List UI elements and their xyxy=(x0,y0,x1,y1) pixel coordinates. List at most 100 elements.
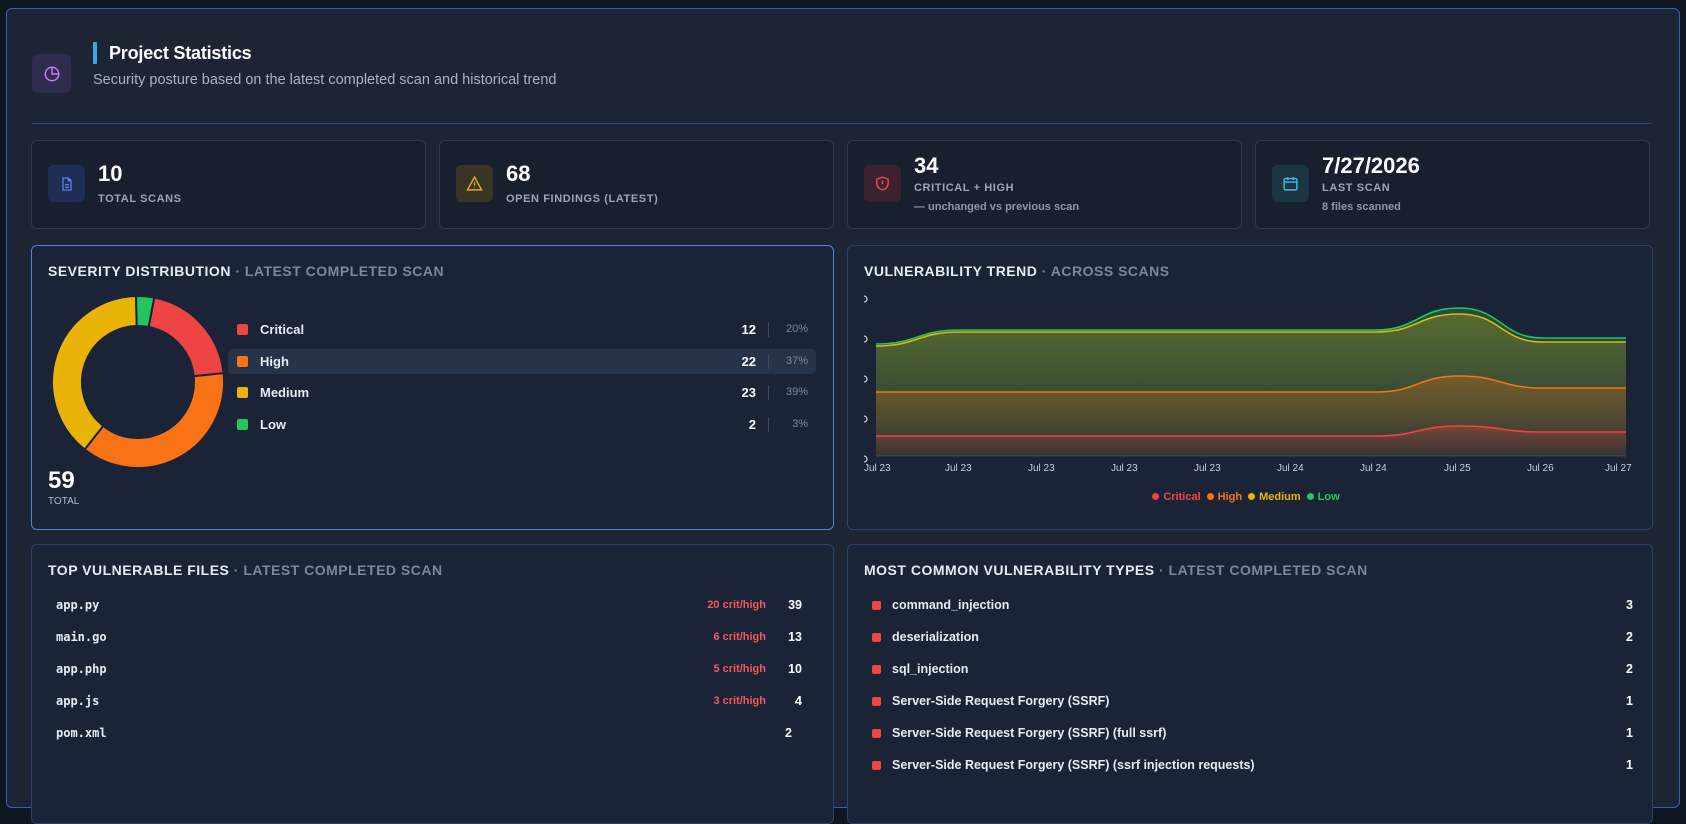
severity-legend-row-high[interactable]: High 22 37% xyxy=(228,348,816,374)
series-line-medium[interactable] xyxy=(875,313,1626,347)
legend-dot xyxy=(1248,493,1256,500)
legend-item-high[interactable]: High xyxy=(1206,491,1243,503)
file-finding-count: 4 xyxy=(795,694,802,708)
vulnerability-type-row[interactable]: sql_injection 2 xyxy=(864,656,1640,684)
vulnerability-type-row[interactable]: command_injection 3 xyxy=(864,592,1640,620)
severity-separator xyxy=(768,322,769,337)
panel-title-main: VULNERABILITY TREND xyxy=(864,263,1038,279)
x-tick-label: Jul 23 xyxy=(864,463,891,474)
severity-name: Medium xyxy=(260,385,310,400)
stat-label: TOTAL SCANS xyxy=(98,193,182,205)
severity-percent: 20% xyxy=(785,323,808,335)
y-tick-glyph xyxy=(863,415,868,423)
severity-legend-row-medium[interactable]: Medium 23 39% xyxy=(228,380,816,405)
type-count: 1 xyxy=(1626,694,1633,708)
type-name: sql_injection xyxy=(892,662,969,676)
area-critical xyxy=(876,426,1626,456)
y-tick-glyph xyxy=(863,455,868,463)
trend-legend: Critical High Medium Low xyxy=(848,491,1644,503)
legend-item-critical[interactable]: Critical xyxy=(1152,491,1201,503)
vulnerability-type-row[interactable]: Server-Side Request Forgery (SSRF) 1 xyxy=(864,688,1640,716)
x-tick-label: Jul 23 xyxy=(945,463,972,474)
file-row[interactable]: main.go 6 crit/high 13 xyxy=(48,624,824,652)
type-color-swatch xyxy=(872,633,881,642)
donut-slice-low[interactable] xyxy=(135,295,156,329)
stat-value: 10 xyxy=(98,161,123,186)
file-row[interactable]: app.py 20 crit/high 39 xyxy=(48,592,824,620)
stat-card-critical-high: 34 CRITICAL + HIGH — unchanged vs previo… xyxy=(847,140,1242,229)
donut-slice-medium[interactable] xyxy=(51,294,138,451)
file-row[interactable]: app.js 3 crit/high 4 xyxy=(48,688,824,716)
type-count: 1 xyxy=(1626,726,1633,740)
type-count: 2 xyxy=(1626,662,1633,676)
series-line-critical[interactable] xyxy=(875,425,1626,437)
stat-value: 68 xyxy=(506,161,531,186)
x-tick-label: Jul 23 xyxy=(1111,463,1138,474)
panel-title-sub: · LATEST COMPLETED SCAN xyxy=(235,263,445,279)
severity-legend-row-critical[interactable]: Critical 12 20% xyxy=(228,317,816,342)
x-tick-label: Jul 25 xyxy=(1444,463,1471,474)
severity-separator xyxy=(768,385,769,400)
severity-count: 12 xyxy=(741,322,756,337)
type-color-swatch xyxy=(872,729,881,738)
file-finding-count: 10 xyxy=(788,662,802,676)
total-label: TOTAL xyxy=(48,496,80,507)
file-row[interactable]: pom.xml 2 xyxy=(48,720,824,748)
panel-title: SEVERITY DISTRIBUTION · LATEST COMPLETED… xyxy=(48,263,444,279)
calendar-icon xyxy=(1272,165,1309,202)
severity-name: Low xyxy=(260,416,286,432)
severity-percent: 37% xyxy=(785,354,808,367)
page-title: Project Statistics xyxy=(109,43,252,63)
vulnerability-type-row[interactable]: deserialization 2 xyxy=(864,624,1640,652)
legend-item-medium[interactable]: Medium xyxy=(1248,491,1301,503)
legend-label: Low xyxy=(1317,491,1340,503)
legend-label: High xyxy=(1217,491,1243,503)
severity-color-swatch xyxy=(237,324,248,335)
severity-color-swatch xyxy=(237,387,248,398)
severity-donut-chart xyxy=(51,294,225,469)
top-vulnerable-files-panel: TOP VULNERABLE FILES · LATEST COMPLETED … xyxy=(31,544,834,824)
file-crit-high-count: 6 crit/high xyxy=(713,631,766,643)
file-crit-high-count: 5 crit/high xyxy=(713,663,766,675)
stat-value: 34 xyxy=(914,153,939,178)
panel-title-sub: · ACROSS SCANS xyxy=(1041,263,1170,279)
file-row[interactable]: app.php 5 crit/high 10 xyxy=(48,656,824,684)
type-count: 3 xyxy=(1626,598,1633,612)
file-finding-count: 2 xyxy=(785,726,792,740)
severity-legend-row-low[interactable]: Low 2 3% xyxy=(228,412,816,437)
type-color-swatch xyxy=(872,761,881,770)
document-icon xyxy=(48,165,85,202)
x-tick-label: Jul 24 xyxy=(1277,463,1304,474)
stat-note: 8 files scanned xyxy=(1322,201,1401,213)
legend-item-low[interactable]: Low xyxy=(1306,491,1340,503)
stat-note: — unchanged vs previous scan xyxy=(914,201,1080,213)
y-tick-glyph xyxy=(863,335,868,343)
type-color-swatch xyxy=(872,697,881,706)
type-count: 2 xyxy=(1626,630,1633,644)
title-accent-bar xyxy=(93,42,97,64)
severity-name: High xyxy=(260,353,289,369)
donut-slice-high[interactable] xyxy=(83,372,225,469)
page-header: Project Statistics Security posture base… xyxy=(32,31,1652,126)
panel-title-main: MOST COMMON VULNERABILITY TYPES xyxy=(864,562,1155,578)
severity-name: Critical xyxy=(260,322,305,337)
severity-count: 23 xyxy=(741,385,756,400)
series-line-high[interactable] xyxy=(876,375,1626,393)
x-tick-label: Jul 23 xyxy=(1194,463,1221,474)
type-name: Server-Side Request Forgery (SSRF) (ssrf… xyxy=(892,758,1255,772)
donut-slice-critical[interactable] xyxy=(147,296,225,378)
type-name: Server-Side Request Forgery (SSRF) (full… xyxy=(892,726,1167,740)
type-count: 1 xyxy=(1626,758,1633,772)
warning-icon xyxy=(456,165,493,202)
file-name: main.go xyxy=(56,630,107,644)
severity-color-swatch xyxy=(237,418,248,430)
vulnerability-type-row[interactable]: Server-Side Request Forgery (SSRF) (ssrf… xyxy=(864,752,1640,780)
panel-title-main: SEVERITY DISTRIBUTION xyxy=(48,263,231,279)
total-value: 59 xyxy=(48,467,75,494)
vulnerability-types-panel: MOST COMMON VULNERABILITY TYPES · LATEST… xyxy=(847,544,1653,824)
statistics-frame: Project Statistics Security posture base… xyxy=(6,8,1680,824)
series-line-low[interactable] xyxy=(875,307,1626,345)
vulnerability-type-row[interactable]: Server-Side Request Forgery (SSRF) (full… xyxy=(864,720,1640,748)
severity-color-swatch xyxy=(237,355,248,367)
file-name: app.js xyxy=(56,694,100,708)
